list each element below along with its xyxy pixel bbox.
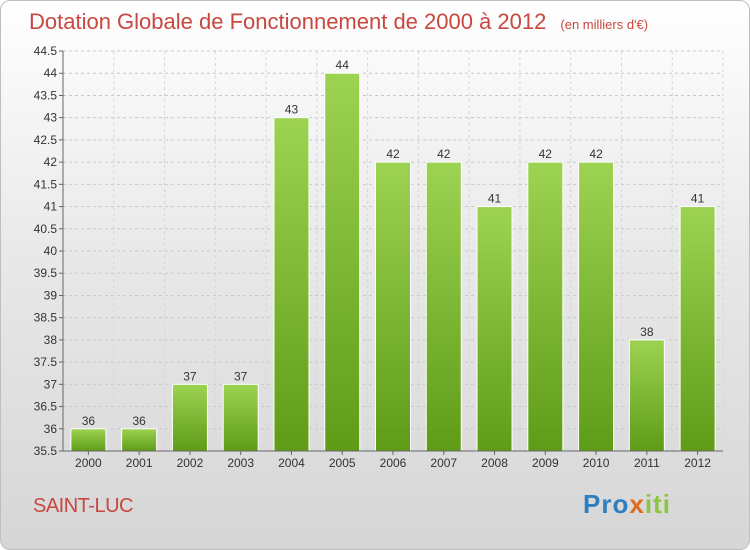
x-tick-label: 2004 bbox=[278, 456, 305, 470]
bar-value-label: 42 bbox=[386, 147, 400, 161]
bar bbox=[527, 161, 564, 452]
x-tick-label: 2010 bbox=[583, 456, 610, 470]
place-name: SAINT-LUC bbox=[33, 495, 133, 517]
x-tick-label: 2003 bbox=[227, 456, 254, 470]
logo-part-3: iti bbox=[644, 489, 671, 519]
bar bbox=[171, 383, 208, 452]
y-tick-label: 40 bbox=[44, 244, 58, 258]
x-tick-label: 2011 bbox=[634, 456, 660, 470]
y-tick-label: 37.5 bbox=[34, 355, 58, 369]
bar bbox=[425, 161, 462, 452]
bar-value-label: 36 bbox=[132, 414, 146, 428]
bar-value-label: 42 bbox=[539, 147, 553, 161]
x-tick-label: 2007 bbox=[430, 456, 457, 470]
bar-value-label: 44 bbox=[336, 58, 350, 72]
bar-value-label: 42 bbox=[437, 147, 451, 161]
bar bbox=[70, 428, 107, 452]
chart-title: Dotation Globale de Fonctionnement de 20… bbox=[29, 9, 648, 35]
y-tick-label: 38.5 bbox=[34, 311, 58, 325]
y-tick-label: 36.5 bbox=[34, 400, 58, 414]
bar-value-label: 38 bbox=[640, 325, 654, 339]
y-tick-label: 41.5 bbox=[34, 177, 58, 191]
bar bbox=[222, 383, 259, 452]
chart-title-text: Dotation Globale de Fonctionnement de 20… bbox=[29, 9, 547, 34]
x-tick-label: 2000 bbox=[75, 456, 102, 470]
y-tick-label: 36 bbox=[44, 422, 58, 436]
bar-value-label: 37 bbox=[234, 369, 248, 383]
chart-subtitle: (en milliers d'€) bbox=[560, 17, 649, 32]
x-tick-label: 2012 bbox=[684, 456, 711, 470]
bar bbox=[121, 428, 158, 452]
proxiti-logo: Proxiti bbox=[583, 489, 671, 520]
bar bbox=[578, 161, 615, 452]
x-tick-label: 2008 bbox=[481, 456, 508, 470]
x-tick-label: 2006 bbox=[380, 456, 407, 470]
bar-value-label: 41 bbox=[691, 192, 705, 206]
bar-value-label: 42 bbox=[589, 147, 603, 161]
x-tick-label: 2002 bbox=[177, 456, 204, 470]
bar bbox=[375, 161, 411, 452]
bar bbox=[476, 206, 513, 452]
y-tick-label: 43.5 bbox=[34, 88, 58, 102]
y-tick-label: 38 bbox=[44, 333, 58, 347]
y-tick-label: 39.5 bbox=[34, 266, 58, 280]
y-tick-label: 42 bbox=[44, 155, 58, 169]
bar-value-label: 36 bbox=[82, 414, 96, 428]
y-tick-label: 40.5 bbox=[34, 222, 58, 236]
y-tick-label: 42.5 bbox=[34, 133, 58, 147]
y-tick-label: 37 bbox=[44, 377, 58, 391]
y-tick-label: 39 bbox=[44, 288, 58, 302]
y-tick-label: 43 bbox=[44, 111, 58, 125]
logo-part-2: x bbox=[629, 489, 645, 519]
bar bbox=[273, 117, 310, 452]
bar bbox=[679, 206, 716, 452]
y-tick-label: 44.5 bbox=[34, 44, 58, 58]
x-tick-label: 2005 bbox=[329, 456, 356, 470]
y-tick-label: 35.5 bbox=[34, 444, 58, 458]
bar bbox=[324, 72, 361, 452]
x-tick-label: 2009 bbox=[532, 456, 559, 470]
y-tick-label: 41 bbox=[44, 200, 58, 214]
bar-value-label: 41 bbox=[488, 192, 502, 206]
y-tick-label: 44 bbox=[44, 66, 58, 80]
bar bbox=[628, 339, 665, 452]
logo-part-1: Pro bbox=[583, 489, 630, 519]
bar-value-label: 37 bbox=[183, 369, 197, 383]
x-tick-label: 2001 bbox=[126, 456, 153, 470]
bar-value-label: 43 bbox=[285, 103, 299, 117]
